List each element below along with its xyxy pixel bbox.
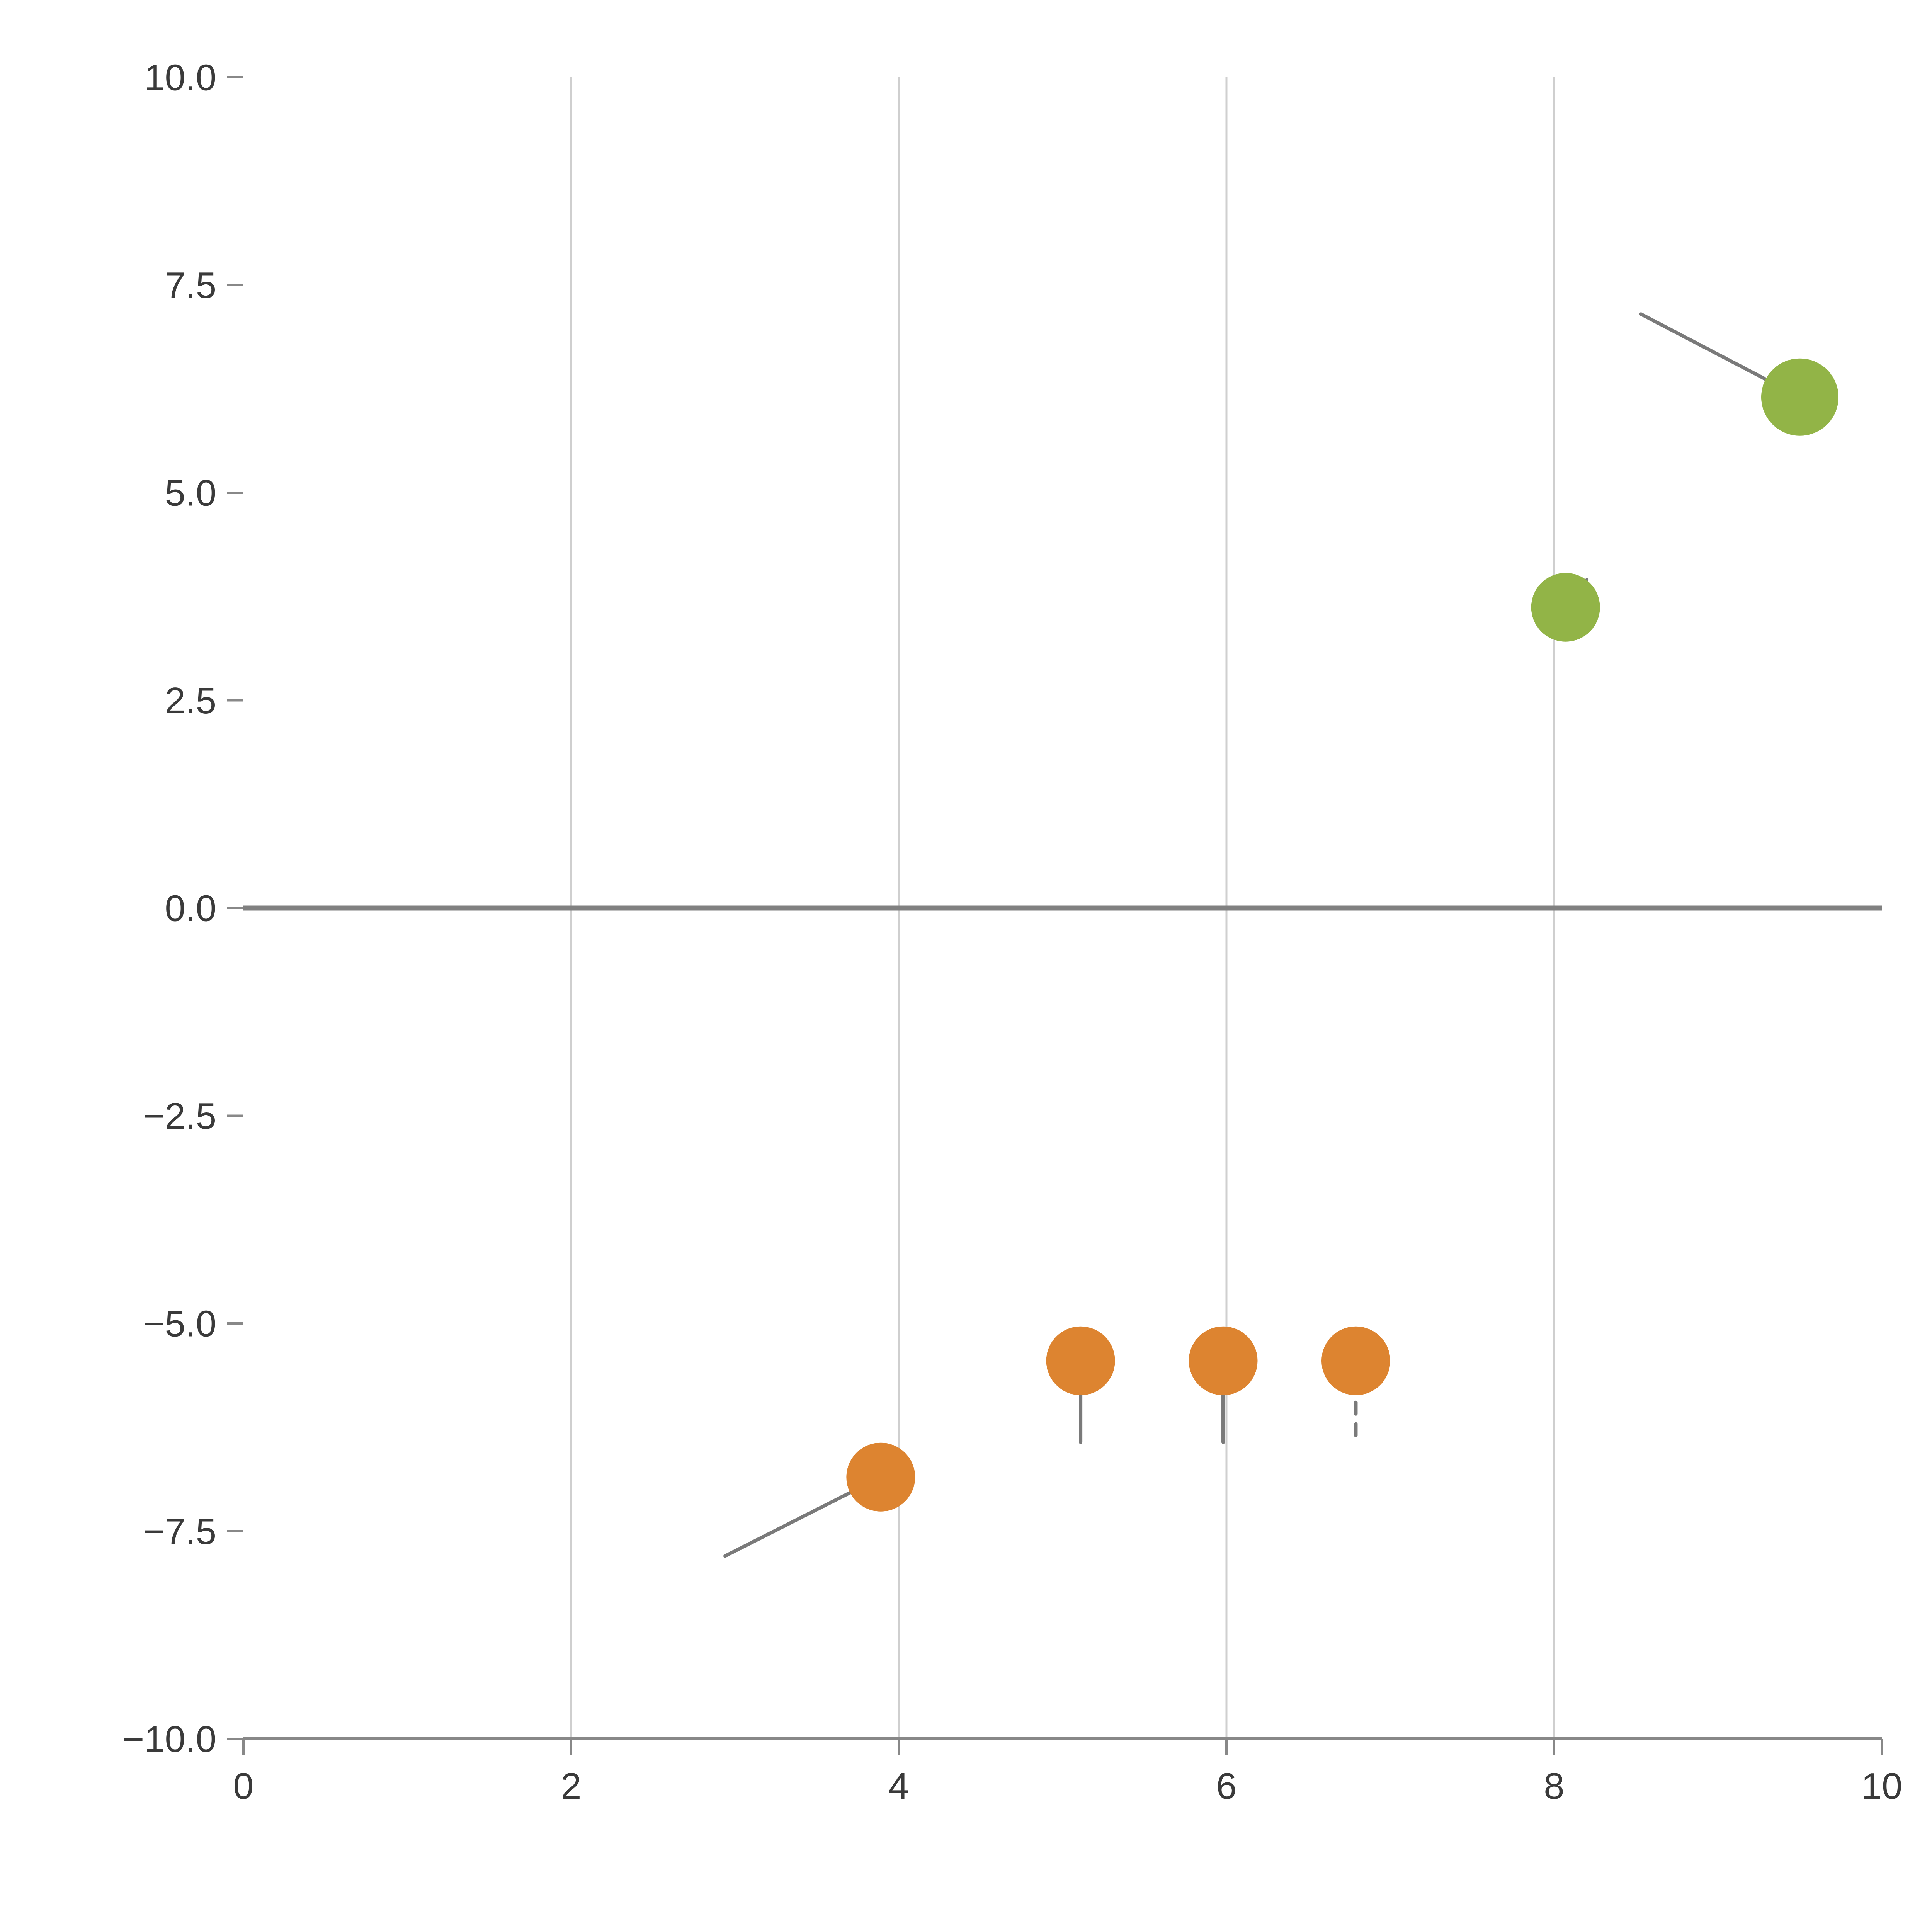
- y-tick-label: −5.0: [143, 1303, 216, 1345]
- scatter-point-orange: [846, 1442, 915, 1512]
- y-tick-label: −2.5: [143, 1095, 216, 1137]
- x-tick-label: 0: [233, 1765, 253, 1807]
- scatter-point-orange: [1321, 1326, 1390, 1395]
- y-tick-label: 2.5: [165, 680, 216, 721]
- scatter-point-orange: [1046, 1326, 1115, 1395]
- y-tick-label: −10.0: [122, 1719, 216, 1760]
- x-tick-label: 10: [1861, 1765, 1903, 1807]
- scatter-point-orange: [1189, 1326, 1258, 1395]
- y-tick-label: 0.0: [165, 888, 216, 929]
- scatter-point-green: [1761, 358, 1838, 436]
- x-tick-label: 8: [1544, 1765, 1564, 1807]
- y-tick-label: −7.5: [143, 1511, 216, 1552]
- y-tick-label: 10.0: [144, 57, 216, 99]
- y-tick-label: 7.5: [165, 265, 216, 306]
- scatter-point-green: [1531, 573, 1600, 642]
- x-tick-label: 2: [561, 1765, 581, 1807]
- y-tick-label: 5.0: [165, 473, 216, 514]
- x-tick-label: 4: [888, 1765, 909, 1807]
- x-tick-label: 6: [1216, 1765, 1236, 1807]
